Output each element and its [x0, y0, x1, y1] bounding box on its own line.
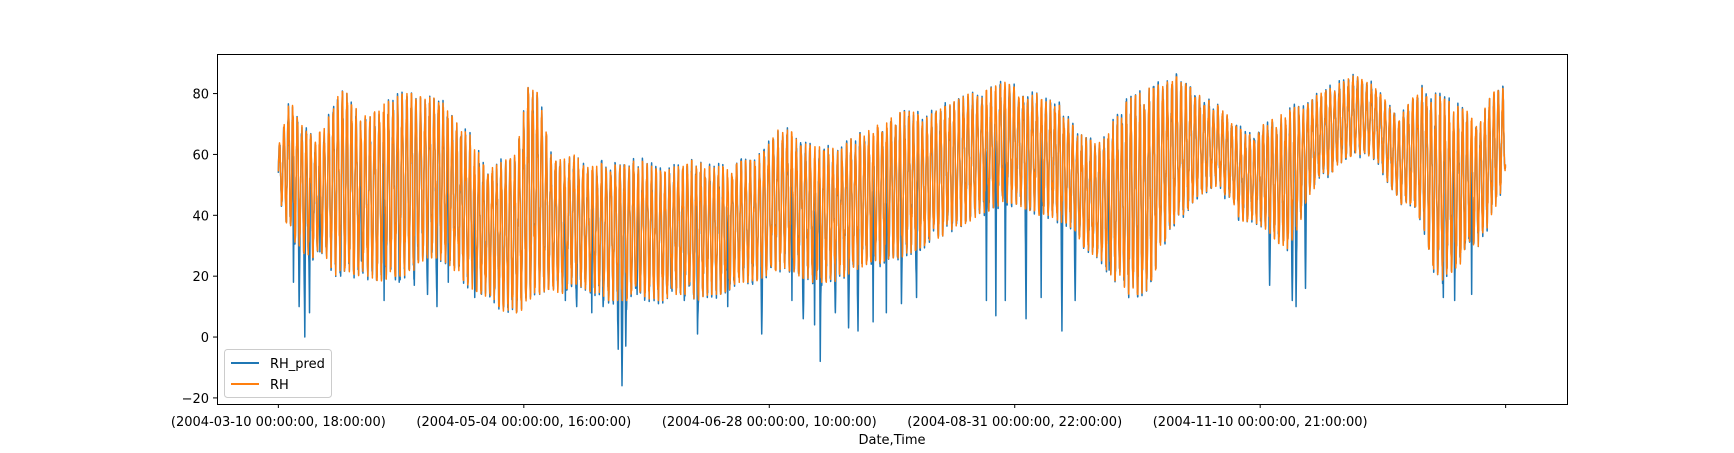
y-tick-label-0: −20 — [182, 392, 209, 407]
y-tick-label-4: 60 — [192, 148, 209, 163]
x-tick-label-0: (2004-03-10 00:00:00, 18:00:00) — [171, 415, 386, 430]
x-axis: (2004-03-10 00:00:00, 18:00:00) (2004-05-… — [171, 404, 1507, 430]
legend-label-rh-pred: RH_pred — [270, 357, 325, 372]
series-layer — [277, 73, 1507, 387]
y-tick-label-1: 0 — [201, 331, 209, 346]
series-line-rh — [277, 75, 1507, 314]
x-tick-label-3: (2004-08-31 00:00:00, 22:00:00) — [907, 415, 1122, 430]
legend: RH_pred RH — [224, 349, 332, 398]
x-tick-label-2: (2004-06-28 00:00:00, 10:00:00) — [662, 415, 877, 430]
legend-label-rh: RH — [270, 378, 289, 393]
x-tick-label-1: (2004-05-04 00:00:00, 16:00:00) — [416, 415, 631, 430]
y-tick-label-2: 20 — [192, 270, 209, 285]
y-tick-label-3: 40 — [192, 209, 209, 224]
y-tick-label-5: 80 — [192, 88, 209, 103]
y-axis: −20 0 20 40 60 80 — [182, 88, 217, 407]
legend-box — [224, 349, 332, 398]
plot-frame — [217, 54, 1568, 405]
x-axis-label: Date,Time — [858, 433, 925, 448]
x-tick-label-4: (2004-11-10 00:00:00, 21:00:00) — [1153, 415, 1368, 430]
